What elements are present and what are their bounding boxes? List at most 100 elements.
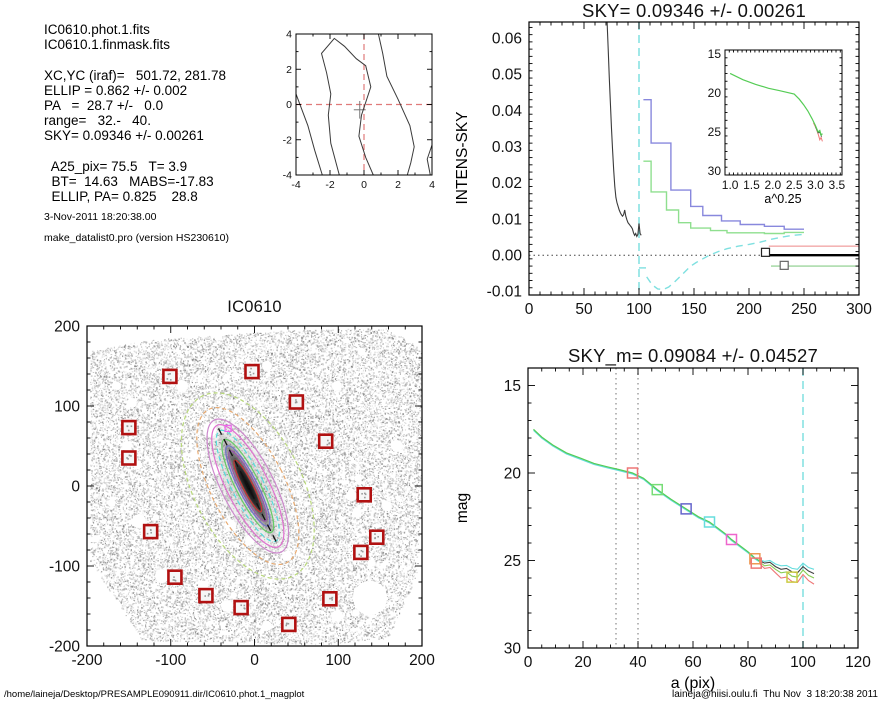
radius-marker-square	[680, 503, 692, 515]
radius-marker-square	[725, 533, 738, 546]
svg-text:60: 60	[684, 654, 702, 671]
sky-intensity-chart: SKY= 0.09346 +/- 0.00261 INTENS-SKY 0 50 1…	[450, 0, 885, 332]
intensity-profile-line	[606, 21, 642, 238]
footer-file-path: /home/laineja/Desktop/PRESAMPLE090911.di…	[4, 689, 305, 700]
mag-series	[533, 368, 815, 648]
svg-text:0: 0	[361, 179, 367, 191]
svg-text:0: 0	[525, 301, 534, 318]
svg-text:3.5: 3.5	[829, 178, 846, 192]
svg-text:0.03: 0.03	[492, 139, 522, 156]
inset-growth-curve	[729, 72, 823, 142]
info-line: ELLIP, PA= 0.825 28.8	[44, 189, 198, 205]
masked-star-square	[142, 523, 159, 540]
sky-marker-square	[760, 247, 771, 257]
svg-text:100: 100	[325, 652, 351, 669]
info-line: IC0610.phot.1.fits	[44, 22, 150, 37]
svg-text:1.0: 1.0	[722, 178, 739, 192]
footer-signature: laineja@hiisi.oulu.fi Thu Nov 3 18:20:38…	[671, 689, 878, 700]
major-axis-line	[217, 428, 278, 544]
masked-star-square	[162, 368, 178, 385]
svg-text:0.04: 0.04	[492, 103, 523, 120]
mag-growth-chart: SKY_m= 0.09084 +/- 0.04527 mag 0 20 40 60 80…	[450, 340, 885, 708]
radius-marker-square	[626, 467, 639, 479]
svg-text:0: 0	[71, 478, 80, 495]
svg-text:150: 150	[681, 301, 707, 318]
svg-text:3.0: 3.0	[807, 178, 824, 192]
info-line: ELLIP = 0.862 +/- 0.002	[44, 82, 188, 98]
svg-text:50: 50	[575, 301, 593, 318]
contour-lines	[295, 33, 433, 176]
svg-text:-2: -2	[325, 179, 334, 191]
svg-text:100: 100	[790, 654, 816, 671]
svg-text:0.02: 0.02	[492, 175, 522, 192]
svg-text:4: 4	[286, 29, 292, 41]
svg-text:15: 15	[504, 378, 521, 395]
green-step-line	[643, 160, 804, 235]
crosshair	[296, 34, 432, 175]
svg-text:100: 100	[54, 398, 80, 415]
svg-text:2.0: 2.0	[764, 178, 781, 192]
masked-star-square	[121, 419, 137, 436]
galaxy-image-chart: IC0610 -200 -100 0 100 200 -200 -100 0 100 200	[0, 295, 450, 695]
svg-text:-4: -4	[291, 179, 300, 191]
cyan-dashed-line	[646, 233, 805, 291]
svg-text:0: 0	[524, 654, 533, 671]
tick-labels: 0 50 100 150 200 250 300 -0.01 0.00 0.01 0.02 0.03 0…	[487, 31, 873, 318]
svg-text:30: 30	[504, 640, 522, 657]
tick-labels: 1.0 1.5 2.0 2.5 3.0 3.5 15 20 25 30	[708, 47, 846, 192]
svg-text:-200: -200	[71, 652, 102, 669]
growth-curve	[533, 428, 760, 562]
masked-star-square	[167, 569, 183, 586]
info-line: range= 32.- 40.	[44, 113, 151, 129]
axes	[295, 33, 433, 176]
svg-text:1.5: 1.5	[743, 178, 760, 192]
branch-black	[758, 560, 815, 575]
svg-text:20: 20	[504, 465, 522, 482]
mag-plot-xlabel: a (pix)	[670, 675, 716, 692]
mag-plot-title: SKY_m= 0.09084 +/- 0.04527	[568, 345, 818, 366]
radius-marker-square	[750, 557, 762, 569]
svg-text:40: 40	[629, 654, 647, 671]
isophote-contours	[180, 392, 315, 580]
branch-cyan	[758, 559, 815, 570]
info-line: IC0610.1.finmask.fits	[44, 37, 171, 53]
inset-xlabel: a^0.25	[764, 192, 802, 206]
masked-star-square	[244, 363, 260, 380]
svg-text:80: 80	[739, 654, 757, 671]
masked-star-square	[368, 529, 385, 545]
svg-text:250: 250	[791, 301, 817, 318]
tick-labels: 0 20 40 60 80 100 120 15 20 25 30	[504, 378, 872, 671]
svg-text:-4: -4	[283, 170, 292, 182]
masked-star-square	[317, 433, 334, 449]
svg-text:20: 20	[708, 86, 722, 100]
axes	[86, 325, 423, 647]
svg-text:4: 4	[429, 179, 435, 191]
info-block: IC0610.phot.1.fits IC0610.1.finmask.fits …	[44, 22, 314, 246]
svg-text:15: 15	[708, 47, 722, 61]
radius-marker-square	[703, 516, 716, 528]
svg-text:200: 200	[736, 301, 762, 318]
galaxy-title: IC0610	[227, 298, 282, 316]
tick-labels: -200 -100 0 100 200 -200 -100 0 100 200	[49, 318, 435, 669]
masked-star-square	[121, 450, 137, 466]
axes	[528, 21, 860, 296]
svg-text:200: 200	[54, 318, 80, 335]
sky-marker-square	[779, 260, 789, 270]
svg-text:200: 200	[409, 652, 435, 669]
radius-marker-square	[651, 483, 663, 496]
svg-text:-0.01: -0.01	[487, 284, 522, 301]
svg-text:0.05: 0.05	[492, 67, 522, 84]
sky-plot-title: SKY= 0.09346 +/- 0.00261	[582, 0, 806, 21]
svg-text:100: 100	[626, 301, 652, 318]
info-line: PA = 28.7 +/- 0.0	[44, 98, 164, 114]
svg-text:25: 25	[708, 125, 722, 139]
masked-star-square	[356, 487, 373, 503]
svg-text:-100: -100	[155, 652, 186, 669]
photometry-parameters: IC0610.phot.1.fits IC0610.1.finmask.fits …	[44, 22, 314, 204]
svg-text:0.06: 0.06	[492, 31, 522, 48]
masked-star-square	[233, 599, 249, 616]
info-line: BT= 14.63 MABS=-17.83	[44, 174, 214, 190]
script-version-line: make_datalist0.pro (version HS230610)	[44, 231, 230, 244]
info-line: SKY= 0.09346 +/- 0.00261	[44, 128, 204, 144]
